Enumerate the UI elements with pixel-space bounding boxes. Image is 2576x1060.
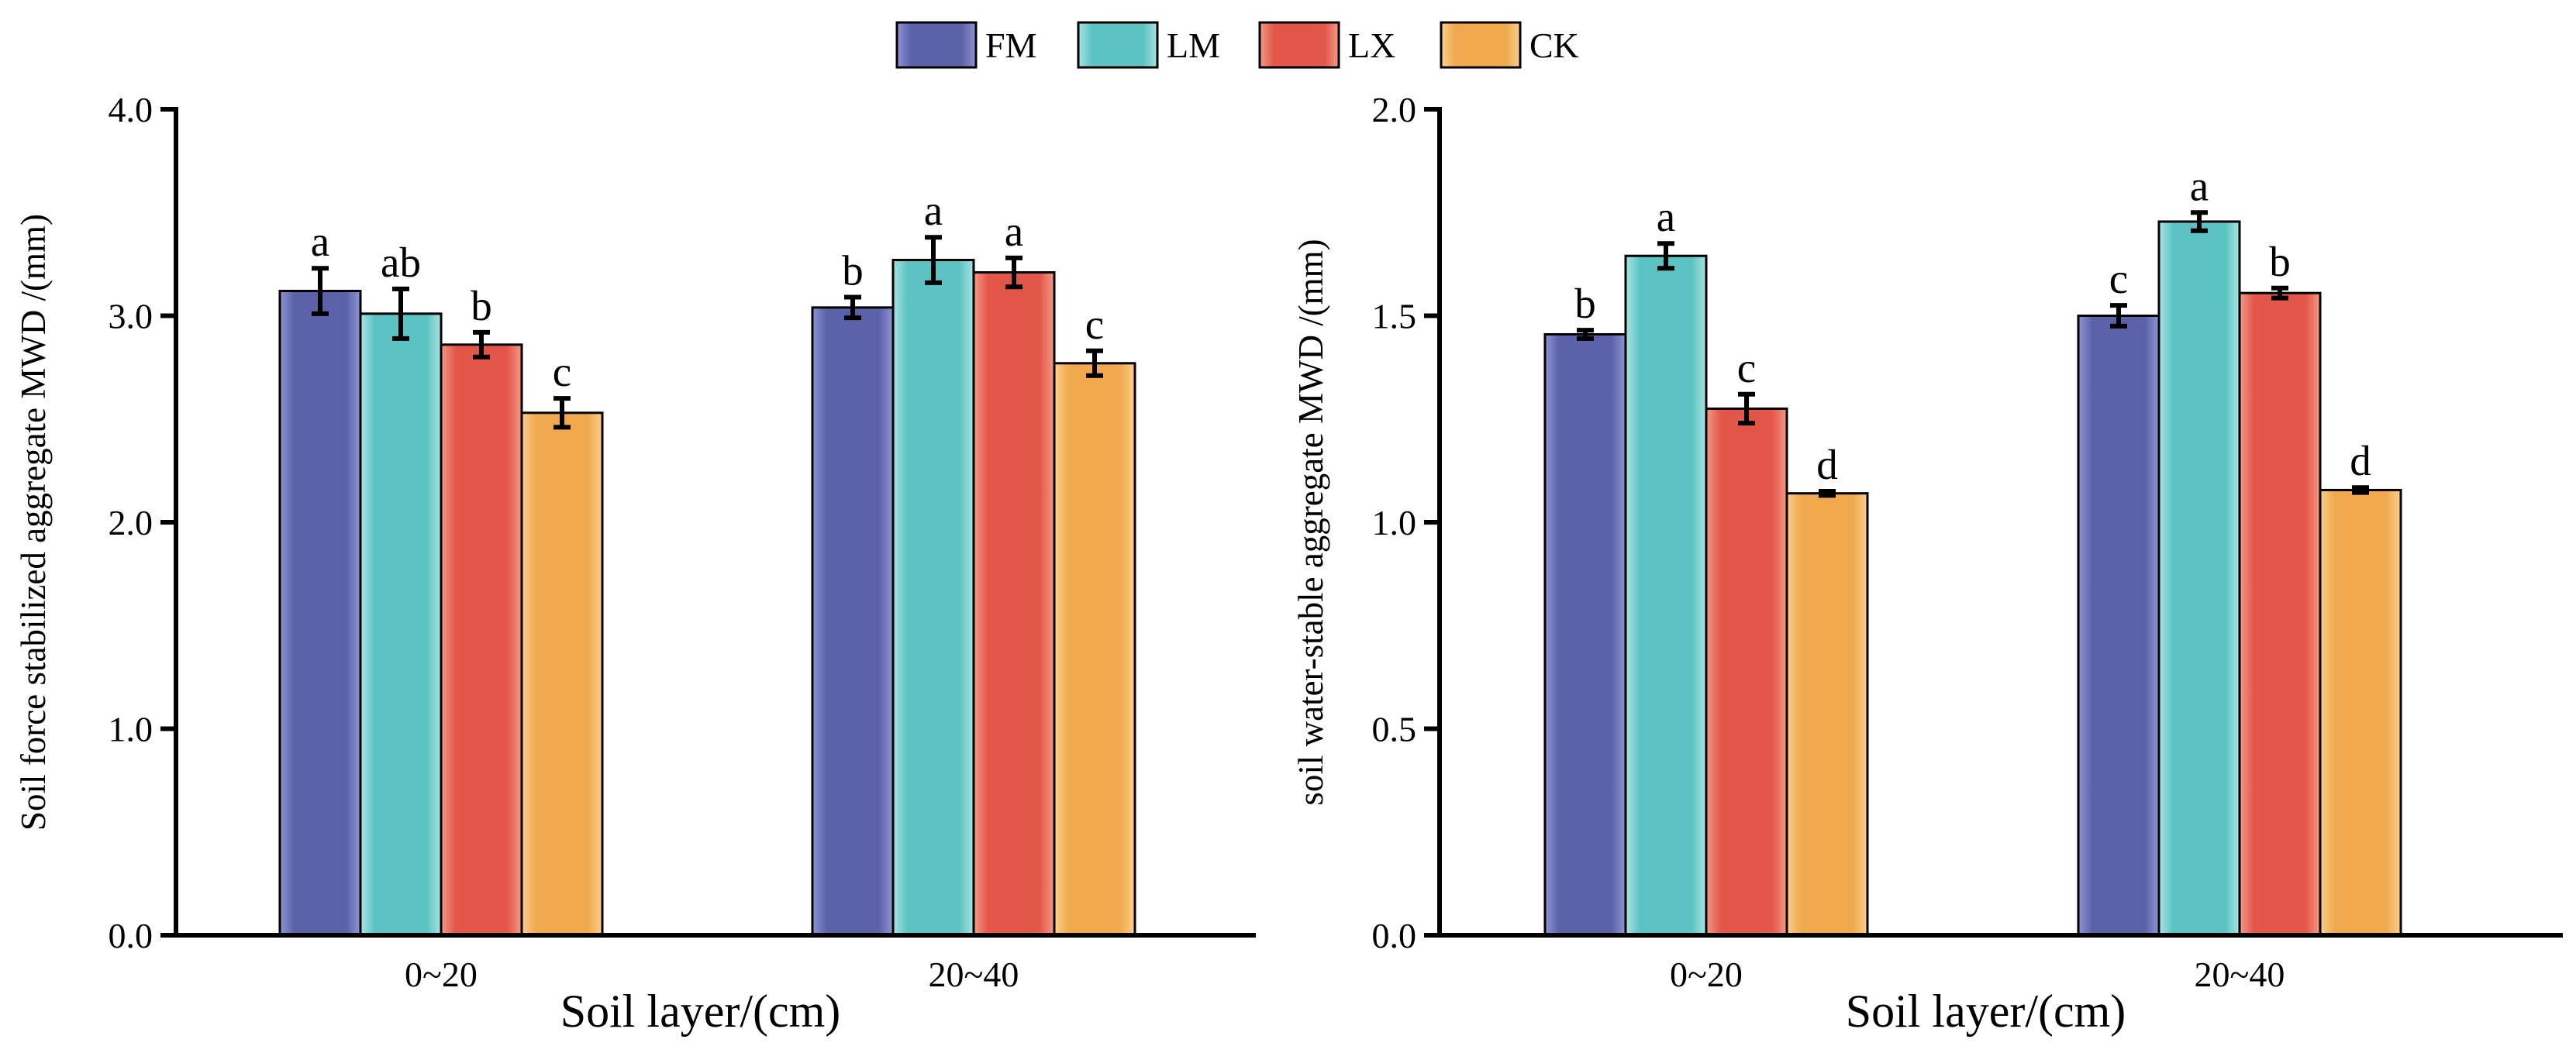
significance-letter: b: [2269, 238, 2291, 285]
error-bar-ck-20-40: [1086, 348, 1103, 378]
error-bar-lx-20-40: [2271, 285, 2288, 301]
error-bar-lm-0-20: [1657, 241, 1674, 271]
significance-letter: a: [311, 218, 329, 265]
bar-lm-20-40: [2157, 220, 2241, 937]
bar-lx-0-20: [440, 343, 523, 937]
significance-letter: a: [924, 187, 943, 234]
error-bar-ck-0-20: [553, 396, 571, 430]
bar-lm-20-40: [891, 259, 975, 937]
y-tick-label: 0.0: [1372, 916, 1417, 955]
y-tick-label: 2.0: [109, 503, 153, 542]
error-bar-fm-0-20: [312, 266, 329, 316]
y-tick-label: 1.0: [109, 710, 153, 749]
significance-letter: a: [1657, 193, 1675, 240]
y-tick-label: 4.0: [109, 90, 153, 129]
significance-letter: c: [2109, 255, 2128, 302]
error-bar-lm-20-40: [925, 235, 942, 285]
legend-label-lm: LM: [1167, 26, 1220, 65]
x-axis-label: Soil layer/(cm): [560, 986, 841, 1037]
bar-lx-0-20: [1705, 407, 1788, 937]
significance-letter: d: [2350, 437, 2371, 484]
legend-label-fm: FM: [985, 26, 1036, 65]
error-bar-ck-20-40: [2352, 485, 2369, 495]
x-tick-label: 20~40: [929, 955, 1019, 994]
error-bar-lx-0-20: [473, 329, 490, 360]
y-tick-label: 1.5: [1372, 297, 1417, 336]
significance-letter: b: [842, 247, 864, 294]
legend: FM LM LX CK: [895, 21, 1579, 69]
legend-swatch-fm: [895, 21, 978, 69]
y-tick-label: 0.5: [1372, 710, 1417, 749]
chart-panel-water-stable-mwd: b a c d 0~20 c a b d 20~40 0.0 0.5 1.0 1.5 2.0 Soil lay…: [1291, 90, 2563, 1037]
legend-swatch-lm: [1077, 21, 1159, 69]
error-bar-lm-20-40: [2191, 210, 2208, 233]
bar-lx-20-40: [2238, 291, 2322, 937]
significance-letter: a: [2190, 162, 2209, 209]
error-bar-fm-20-40: [844, 294, 861, 321]
y-tick-label: 3.0: [109, 297, 153, 336]
error-bar-fm-20-40: [2110, 303, 2127, 329]
error-bar-lx-20-40: [1005, 255, 1022, 290]
bar-fm-0-20: [1543, 332, 1627, 937]
y-tick-label: 0.0: [109, 916, 153, 955]
significance-letter: c: [1737, 344, 1756, 391]
significance-letter: b: [1574, 280, 1596, 327]
x-tick-label: 20~40: [2195, 955, 2285, 994]
bar-ck-20-40: [1053, 362, 1136, 937]
legend-swatch-lx: [1258, 21, 1340, 69]
y-axis-label: Soil force stabilized aggregate MWD /(mm…: [14, 214, 53, 831]
significance-letter: ab: [381, 239, 421, 286]
significance-letter: a: [1005, 208, 1023, 255]
bar-fm-20-40: [811, 306, 895, 937]
significance-letter: b: [471, 282, 492, 329]
error-bar-ck-0-20: [1819, 489, 1836, 498]
y-tick-label: 1.0: [1372, 503, 1417, 542]
error-bar-lm-0-20: [392, 286, 409, 341]
error-bar-fm-0-20: [1577, 328, 1594, 341]
bar-fm-0-20: [278, 290, 362, 937]
y-tick-label: 2.0: [1372, 90, 1417, 129]
significance-letter: c: [553, 348, 571, 395]
bar-lm-0-20: [359, 312, 443, 937]
y-axis-label: soil water-stable aggregate MWD /(mm): [1291, 239, 1330, 805]
bar-lx-20-40: [972, 271, 1056, 937]
bar-ck-0-20: [1785, 492, 1869, 937]
bar-lm-0-20: [1624, 254, 1708, 937]
x-axis-label: Soil layer/(cm): [1846, 986, 2126, 1037]
significance-letter: d: [1816, 441, 1838, 488]
legend-swatch-ck: [1440, 21, 1522, 69]
bar-ck-20-40: [2319, 488, 2402, 937]
chart-panel-force-stabilized-mwd: a ab b c 0~20 b a a c 20~40 0.0 1.0 2.0 3.0 4.0 Soil la…: [14, 90, 1256, 1037]
x-tick-label: 0~20: [405, 955, 478, 994]
error-bar-lx-0-20: [1738, 391, 1755, 426]
legend-label-ck: CK: [1529, 26, 1579, 65]
x-tick-label: 0~20: [1670, 955, 1743, 994]
significance-letter: c: [1085, 301, 1104, 348]
bar-ck-0-20: [520, 411, 604, 937]
bar-fm-20-40: [2077, 315, 2160, 937]
legend-label-lx: LX: [1348, 26, 1395, 65]
